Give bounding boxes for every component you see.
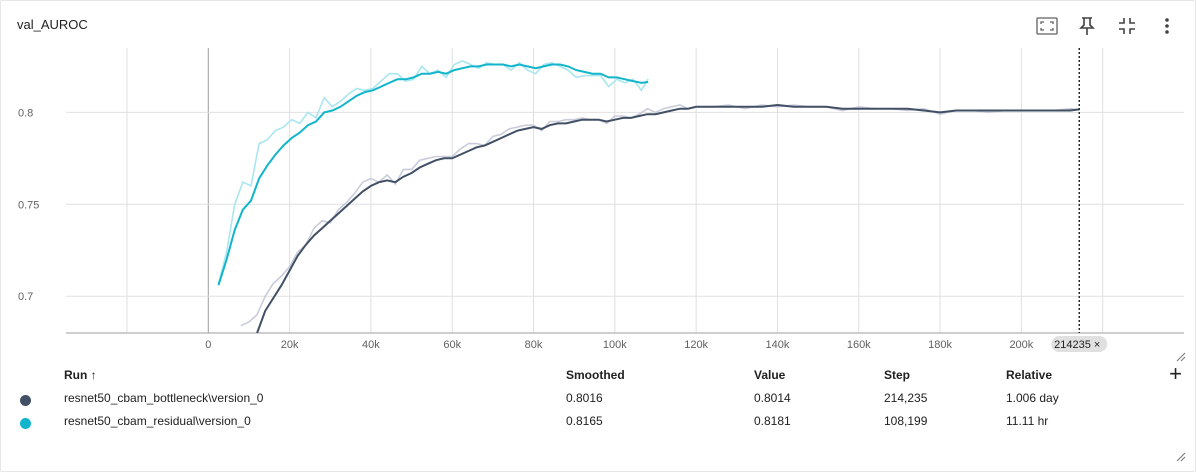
header-smoothed[interactable]: Smoothed <box>566 368 625 382</box>
x-tick-label: 140k <box>766 339 790 351</box>
x-tick-label: 160k <box>847 339 871 351</box>
series-raw-line <box>240 104 1080 327</box>
step: 214,235 <box>884 391 928 405</box>
runs-table-header: Run ↑ Smoothed Value Step Relative <box>0 368 1196 386</box>
y-tick-label: 0.7 <box>18 291 33 303</box>
series-smoothed-line[interactable] <box>256 103 1080 333</box>
header-run[interactable]: Run ↑ <box>64 368 97 382</box>
hover-step-label: 214235 × <box>1054 339 1100 351</box>
header-value[interactable]: Value <box>754 368 786 382</box>
resize-handle-icon[interactable] <box>1176 452 1186 462</box>
step: 108,199 <box>884 414 928 428</box>
resize-handle-icon[interactable] <box>1176 352 1186 362</box>
x-tick-label: 60k <box>443 339 461 351</box>
table-row[interactable]: resnet50_cbam_residual\version_0 0.8165 … <box>0 414 1196 434</box>
value: 0.8181 <box>754 414 791 428</box>
run-color-swatch <box>20 418 31 429</box>
x-tick-label: 180k <box>928 339 952 351</box>
add-column-button[interactable]: + <box>1169 361 1182 386</box>
x-tick-label: 20k <box>281 339 299 351</box>
run-name: resnet50_cbam_residual\version_0 <box>64 414 251 428</box>
hover-step-chip[interactable] <box>1051 336 1108 352</box>
table-row[interactable]: resnet50_cbam_bottleneck\version_0 0.801… <box>0 391 1196 411</box>
series-raw-line <box>217 60 649 284</box>
x-tick-label: 200k <box>1009 339 1033 351</box>
x-tick-label: 100k <box>603 339 627 351</box>
relative-time: 1.006 day <box>1006 391 1059 405</box>
fit-domain-icon[interactable] <box>1027 13 1067 39</box>
x-tick-label: 120k <box>684 339 708 351</box>
card-toolbar <box>1027 13 1187 39</box>
value: 0.8014 <box>754 391 791 405</box>
run-color-swatch <box>20 395 31 406</box>
y-tick-label: 0.75 <box>18 199 39 211</box>
run-name: resnet50_cbam_bottleneck\version_0 <box>64 391 264 405</box>
x-tick-label: 40k <box>362 339 380 351</box>
y-tick-label: 0.8 <box>18 107 33 119</box>
series-smoothed-line[interactable] <box>217 63 649 286</box>
header-step[interactable]: Step <box>884 368 911 382</box>
smoothed-value: 0.8165 <box>566 414 603 428</box>
line-chart[interactable]: 0.7 0.75 0.8 0 20k 40k 60k 80k 100k 120k 140k 160k 1… <box>0 40 1196 360</box>
smoothed-value: 0.8016 <box>566 391 603 405</box>
more-vert-icon[interactable] <box>1147 13 1187 39</box>
pin-icon[interactable] <box>1067 13 1107 39</box>
header-relative[interactable]: Relative <box>1006 368 1053 382</box>
collapse-icon[interactable] <box>1107 13 1147 39</box>
x-tick-label: 80k <box>525 339 543 351</box>
x-tick-label: 0 <box>205 339 211 351</box>
card-title: val_AUROC <box>17 17 88 32</box>
relative-time: 11.11 hr <box>1006 414 1049 428</box>
